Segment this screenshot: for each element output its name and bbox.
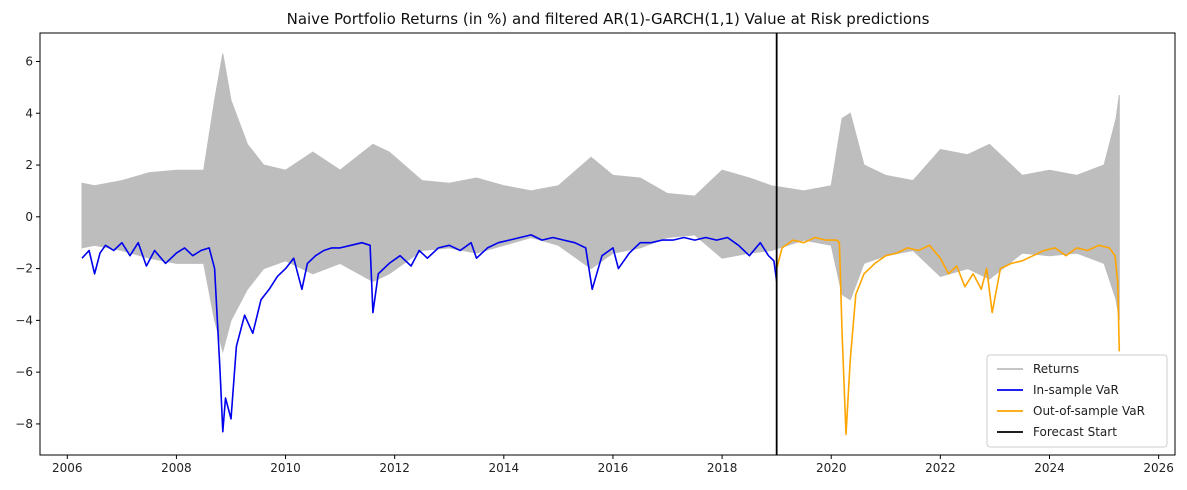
- y-tick-label: −6: [15, 365, 33, 379]
- y-tick-label: −2: [15, 262, 33, 276]
- series-out-of-sample-var: [775, 236, 1121, 436]
- y-tick-label: 6: [25, 54, 33, 68]
- legend-entry: Returns: [1033, 362, 1079, 376]
- x-tick-label: 2014: [489, 461, 520, 475]
- x-tick-label: 2012: [379, 461, 410, 475]
- x-tick-label: 2016: [598, 461, 629, 475]
- x-tick-label: 2024: [1034, 461, 1065, 475]
- y-axis: −8 −6 −4 −2 0 2 4 6: [15, 54, 40, 431]
- y-tick-label: 2: [25, 158, 33, 172]
- x-tick-label: 2020: [816, 461, 847, 475]
- legend-box: [986, 354, 1168, 448]
- legend-entry: In-sample VaR: [1033, 383, 1119, 397]
- legend-entry: Out-of-sample VaR: [1033, 404, 1145, 418]
- plot-frame: [39, 32, 1176, 456]
- x-tick-label: 2018: [707, 461, 738, 475]
- x-tick-label: 2022: [925, 461, 956, 475]
- chart-title: Naive Portfolio Returns (in %) and filte…: [287, 10, 930, 28]
- y-tick-label: 0: [25, 210, 33, 224]
- x-axis: 2006 2008 2010 2012 2014 2016 2018 2020 2022 2024…: [52, 455, 1174, 475]
- series-in-sample-var: [81, 234, 778, 433]
- y-tick-label: −4: [15, 313, 33, 327]
- y-tick-label: 4: [25, 106, 33, 120]
- legend-entry: Forecast Start: [1033, 425, 1117, 439]
- x-tick-label: 2008: [161, 461, 192, 475]
- x-tick-label: 2010: [270, 461, 301, 475]
- plot-area: [81, 33, 1121, 455]
- legend: Returns In-sample VaR Out-of-sample VaR For…: [986, 354, 1168, 448]
- x-tick-label: 2026: [1143, 461, 1174, 475]
- x-tick-label: 2006: [52, 461, 83, 475]
- y-tick-label: −8: [15, 417, 33, 431]
